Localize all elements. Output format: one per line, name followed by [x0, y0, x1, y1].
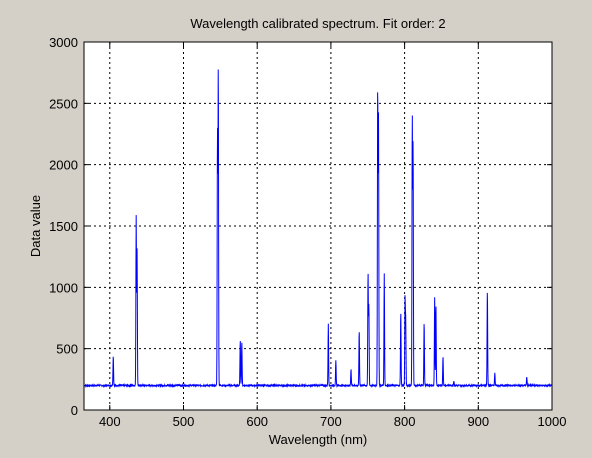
y-tick-label: 1000 [49, 280, 78, 295]
spectrum-line [83, 69, 553, 389]
x-axis-label: Wavelength (nm) [269, 432, 368, 447]
x-tick-label: 800 [394, 414, 416, 429]
y-tick-label: 2000 [49, 158, 78, 173]
y-tick-label: 2500 [49, 96, 78, 111]
x-tick-label: 700 [320, 414, 342, 429]
x-tick-label: 1000 [538, 414, 567, 429]
x-tick-label: 400 [99, 414, 121, 429]
y-axis-label: Data value [28, 195, 43, 257]
y-tick-label: 1500 [49, 219, 78, 234]
x-tick-label: 900 [467, 414, 489, 429]
y-tick-label: 500 [56, 342, 78, 357]
axis-ticks: 400 500 600 700 800 900 1000 0 500 1000 1500 2000 25… [49, 35, 566, 429]
x-tick-label: 600 [246, 414, 268, 429]
x-tick-label: 500 [173, 414, 195, 429]
chart-title: Wavelength calibrated spectrum. Fit orde… [190, 16, 445, 31]
y-tick-label: 0 [71, 403, 78, 418]
grid-lines [84, 42, 552, 410]
y-tick-label: 3000 [49, 35, 78, 50]
